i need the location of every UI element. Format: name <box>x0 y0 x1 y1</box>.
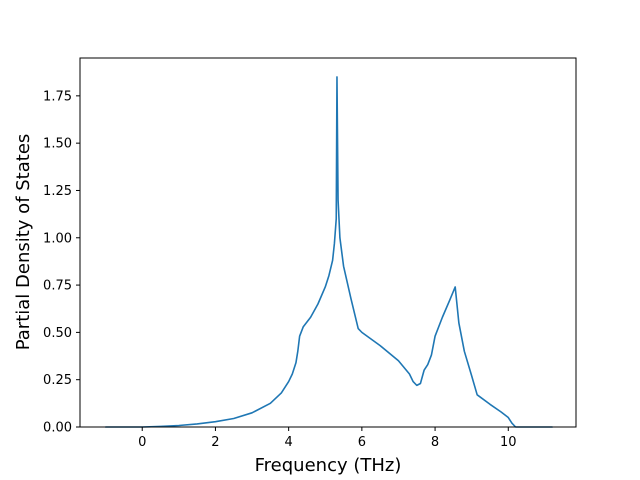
x-tick-label: 4 <box>285 435 293 450</box>
y-tick-label: 1.50 <box>43 137 72 152</box>
x-axis-ticks: 0 2 4 6 8 10 <box>138 427 517 450</box>
y-axis-label: Partial Density of States <box>13 134 34 351</box>
y-tick-label: 1.75 <box>43 89 72 104</box>
y-tick-label: 1.00 <box>43 231 72 246</box>
y-tick-label: 0.75 <box>43 279 72 294</box>
y-tick-label: 1.25 <box>43 184 72 199</box>
y-axis-ticks: 0.00 0.25 0.50 0.75 1.00 1.25 1.50 1.75 <box>43 89 80 436</box>
y-tick-label: 0.25 <box>43 373 72 388</box>
y-tick-label: 0.50 <box>43 326 72 341</box>
plot-area <box>104 76 554 428</box>
axes-frame <box>79 57 577 428</box>
x-tick-label: 2 <box>211 435 219 450</box>
y-tick-label: 0.00 <box>43 421 72 436</box>
x-tick-label: 8 <box>431 435 439 450</box>
series-line-0 <box>104 76 554 428</box>
x-tick-label: 10 <box>500 435 517 450</box>
x-axis-label: Frequency (THz) <box>255 455 402 476</box>
x-tick-label: 0 <box>138 435 146 450</box>
x-tick-label: 6 <box>358 435 366 450</box>
